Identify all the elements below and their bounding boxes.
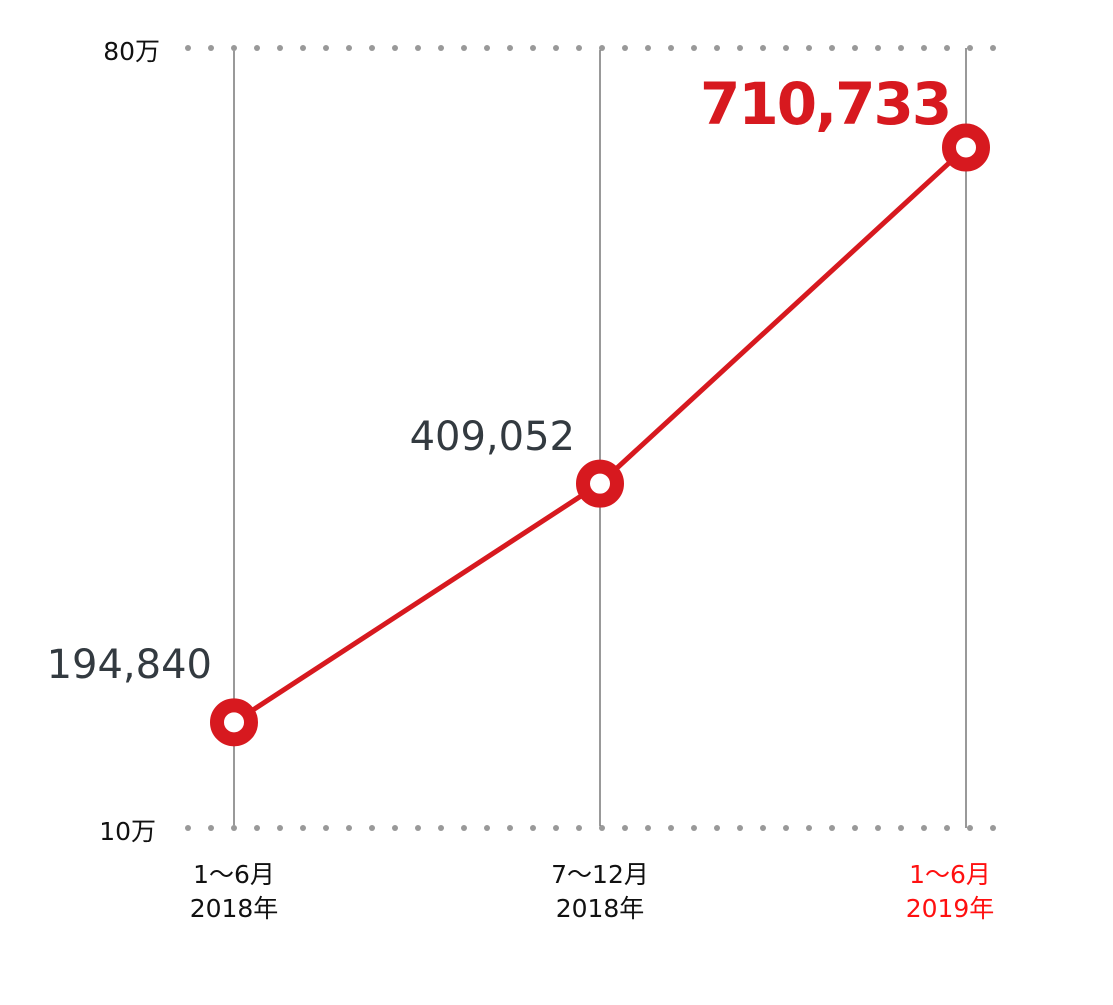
x-tick-period: 1〜6月 [193,860,275,889]
grid-dot [852,825,858,831]
grid-dot [921,825,927,831]
grid-dot [760,825,766,831]
grid-dot [622,45,628,51]
grid-dot [576,825,582,831]
x-tick-period: 7〜12月 [551,860,649,889]
grid-dot [737,45,743,51]
grid-dot [576,45,582,51]
grid-dot [231,825,237,831]
grid-dot [277,825,283,831]
grid-dot [898,45,904,51]
grid-dot [415,825,421,831]
data-label-2: 409,052 [409,414,575,460]
grid-dot [461,45,467,51]
grid-dot [392,825,398,831]
grid-dot [668,825,674,831]
grid-dot [737,825,743,831]
grid-dot [714,825,720,831]
grid-dot [438,45,444,51]
data-point-2 [576,459,624,508]
grid-dot [369,45,375,51]
grid-dot [346,825,352,831]
grid-dot [921,45,927,51]
grid-dot [944,825,950,831]
grid-dot [691,45,697,51]
grid-dot [990,45,996,51]
grid-dot [369,825,375,831]
grid-dot [760,45,766,51]
grid-dot [461,825,467,831]
grid-dot [898,825,904,831]
grid-dot [208,45,214,51]
grid-dot [622,825,628,831]
grid-dot [553,45,559,51]
x-tick-label-1: 1〜6月 2018年 [134,858,334,926]
grid-dot [806,45,812,51]
grid-dot [323,825,329,831]
x-tick-period: 1〜6月 [909,860,991,889]
y-tick-label-top: 80万 [103,37,160,66]
grid-dot [553,825,559,831]
grid-dot [185,825,191,831]
grid-dot [691,825,697,831]
grid-dot [185,45,191,51]
grid-dot [300,45,306,51]
grid-dot [438,825,444,831]
grid-dot [484,825,490,831]
x-tick-label-3: 1〜6月 2019年 [850,858,1050,926]
grid-dot [668,45,674,51]
grid-dot [875,825,881,831]
grid-dot [645,825,651,831]
grid-dot [507,45,513,51]
grid-dot [300,825,306,831]
grid-dot [231,45,237,51]
x-tick-year: 2019年 [905,894,995,923]
grid-dot [530,45,536,51]
grid-dot [507,825,513,831]
data-label-3: 710,733 [700,70,952,138]
grid-dot [852,45,858,51]
data-point-3 [942,123,990,172]
grid-dot [277,45,283,51]
data-label-1: 194,840 [46,642,212,688]
grid-dot [645,45,651,51]
grid-dot [484,45,490,51]
grid-dot [208,825,214,831]
grid-dot [990,825,996,831]
grid-dot [783,45,789,51]
grid-dot [714,45,720,51]
grid-dot [944,45,950,51]
grid-dot [599,45,605,51]
x-tick-year: 2018年 [189,894,279,923]
x-tick-label-2: 7〜12月 2018年 [500,858,700,926]
grid-dot [829,825,835,831]
grid-dot [599,825,605,831]
grid-dot [875,45,881,51]
data-point-1 [210,698,258,747]
x-tick-year: 2018年 [555,894,645,923]
grid-dot [829,45,835,51]
grid-dot [415,45,421,51]
grid-dot [254,45,260,51]
grid-dot [967,45,973,51]
grid-dot [323,45,329,51]
y-tick-label-bottom: 10万 [99,817,156,846]
grid-dot [392,45,398,51]
grid-dot [346,45,352,51]
grid-dot [254,825,260,831]
grid-dot [806,825,812,831]
grid-dot [967,825,973,831]
grid-dot [530,825,536,831]
grid-dot [783,825,789,831]
